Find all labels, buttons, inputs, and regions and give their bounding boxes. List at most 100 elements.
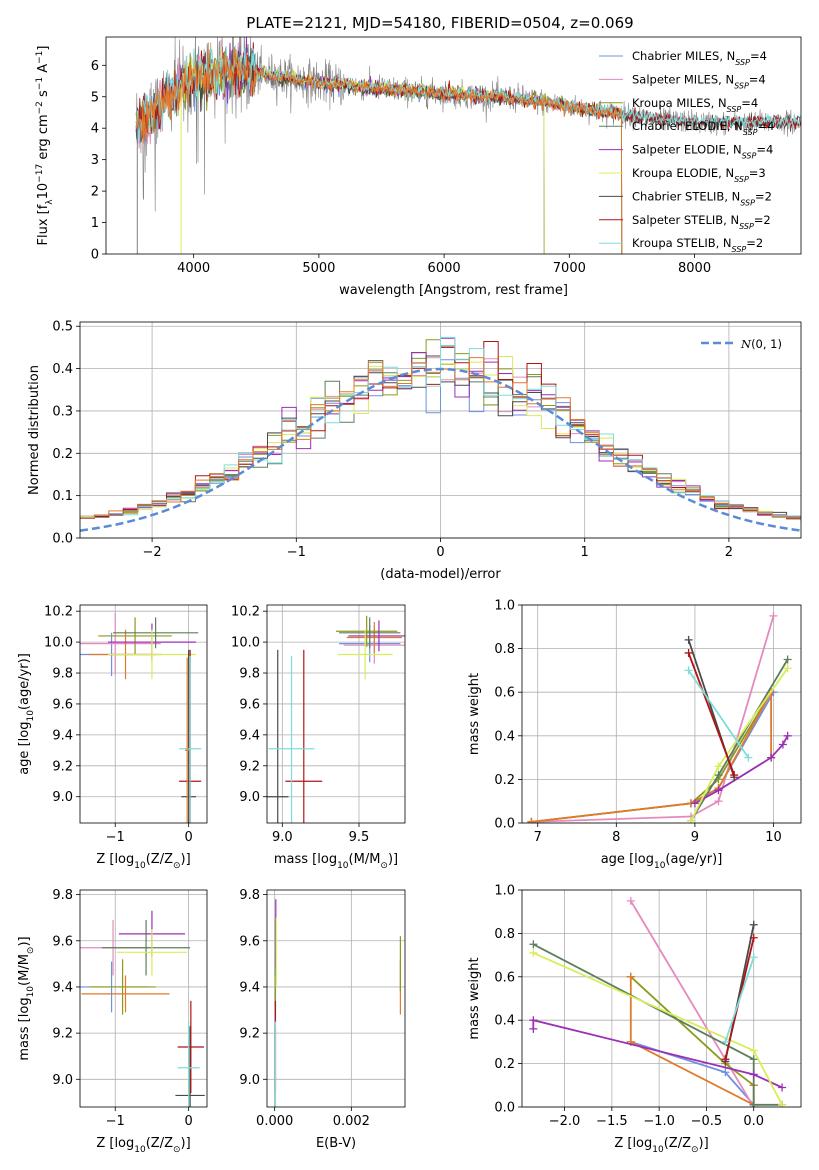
x-axis-label: mass [log10(M/M⊙)] (274, 852, 398, 871)
legend-sub: SSP (743, 128, 758, 137)
weight-line (687, 652, 736, 776)
weight-marker (769, 611, 778, 620)
x-tick-label: 0.002 (333, 1114, 370, 1129)
weight-marker (749, 1100, 758, 1107)
label-part: E(B-V) (316, 1136, 356, 1151)
label-sub: ⊙ (691, 1145, 699, 1155)
y-axis-label: age [log10(age/yr)] (17, 653, 36, 775)
label-part: log (17, 997, 32, 1017)
data-point-errorbar (113, 617, 199, 649)
x-tick-label: 8 (612, 830, 620, 845)
label-part: Z [ (614, 1136, 632, 1151)
observed-spectrum (135, 37, 801, 212)
x-tick-label: −2.0 (549, 1114, 581, 1129)
weight-marker (684, 635, 693, 644)
x-tick-label: 9.0 (272, 830, 293, 845)
x-axis-label: E(B-V) (316, 1136, 356, 1151)
histograms (80, 336, 801, 532)
legend-sub: SSP (740, 198, 755, 207)
label-part: mass [ (17, 1017, 32, 1060)
weight-line (724, 957, 755, 1043)
y-tick-label: 5 (91, 90, 99, 105)
y-tick-label: 0.1 (52, 489, 73, 504)
weight-line (531, 615, 775, 823)
label-sub: 10 (652, 1145, 664, 1155)
y-axis-label: mass [log10(M/M⊙)] (17, 936, 36, 1060)
legend-value: =2 (754, 213, 771, 227)
label-part: (Z/Z (664, 1136, 691, 1151)
x-tick-label: 9.5 (349, 830, 370, 845)
data-point-errorbar (175, 1026, 205, 1107)
weight-line-series (721, 953, 758, 1046)
legend-sub: SSP (727, 104, 742, 113)
label-part: )] (181, 852, 191, 867)
legend-text: N (740, 337, 752, 351)
legend-entry: Kroupa MILES, NSSP=4 (632, 96, 758, 114)
weight-marker (529, 1024, 538, 1033)
legend-text: Chabrier STELIB, N (632, 189, 740, 203)
label-part: (M/M (349, 852, 381, 867)
label-part: erg cm (36, 114, 51, 163)
label-part: (Z/Z (146, 1136, 173, 1151)
label-sub: 10 (26, 710, 36, 722)
y-tick-label: 9.0 (239, 1073, 260, 1088)
label-part: mass weight (467, 673, 482, 755)
x-tick-label: 7000 (553, 261, 586, 276)
y-tick-label: 0.4 (494, 1014, 515, 1029)
data-point-errorbar (346, 622, 402, 653)
histogram-series (80, 357, 801, 520)
label-part: −1 (35, 51, 45, 64)
legend-text: Kroupa ELODIE, N (632, 166, 734, 180)
y-tick-label: 9.2 (239, 759, 260, 774)
data-point-errorbar (116, 929, 188, 976)
weight-marker (749, 1070, 758, 1079)
label-part: log (114, 1136, 134, 1151)
data-point-errorbar (179, 656, 202, 823)
legend-text: Salpeter MILES, N (632, 72, 734, 86)
y-tick-label: 10.2 (44, 605, 73, 620)
axes-frame (266, 889, 406, 1108)
x-tick-label: −1.0 (643, 1114, 675, 1129)
weight-line-series (527, 688, 776, 823)
label-sub: 10 (134, 1145, 146, 1155)
weight-line-series (529, 948, 787, 1107)
label-sub: 10 (26, 986, 36, 998)
data-point-errorbar (81, 975, 170, 1013)
label-sub: ⊙ (173, 1145, 181, 1155)
y-tick-label: 9.6 (239, 697, 260, 712)
y-tick-label: 3 (91, 153, 99, 168)
label-part: age [ (17, 741, 32, 774)
weight-marker (714, 797, 723, 806)
axes-frame (521, 604, 802, 824)
y-tick-label: 10.2 (231, 605, 260, 620)
legend-entry: Chabrier ELODIE, NSSP=4 (632, 119, 774, 137)
label-part: )] (181, 1136, 191, 1151)
weight-marker (749, 953, 758, 962)
y-axis-label: mass weight (467, 673, 482, 755)
legend-value: =4 (749, 72, 766, 86)
legend-sub: SSP (734, 175, 749, 184)
weight-marker (684, 666, 693, 675)
weight-marker (749, 933, 758, 942)
x-axis-label: Z [log10(Z/Z⊙)] (96, 852, 190, 871)
weight-marker (749, 1055, 758, 1064)
legend-sub: SSP (742, 151, 757, 160)
x-axis-label: (data-model)/error (380, 567, 501, 582)
x-tick-label: 4000 (177, 261, 210, 276)
weight-line (629, 976, 755, 1107)
weight-line (531, 691, 772, 823)
y-tick-label: 1.0 (494, 599, 515, 614)
y-tick-label: 9.8 (52, 888, 73, 903)
y-tick-label: 0.5 (52, 320, 73, 335)
label-part: 10 (36, 183, 51, 200)
y-tick-label: 1.0 (494, 884, 515, 899)
y-tick-label: 9.2 (239, 1027, 260, 1042)
y-tick-label: 9.8 (239, 667, 260, 682)
y-tick-label: 9.4 (239, 728, 260, 743)
y-tick-label: 0.4 (494, 729, 515, 744)
data-point-errorbar (267, 649, 289, 823)
errorbars (274, 899, 401, 1107)
label-sub: ⊙ (26, 947, 36, 955)
